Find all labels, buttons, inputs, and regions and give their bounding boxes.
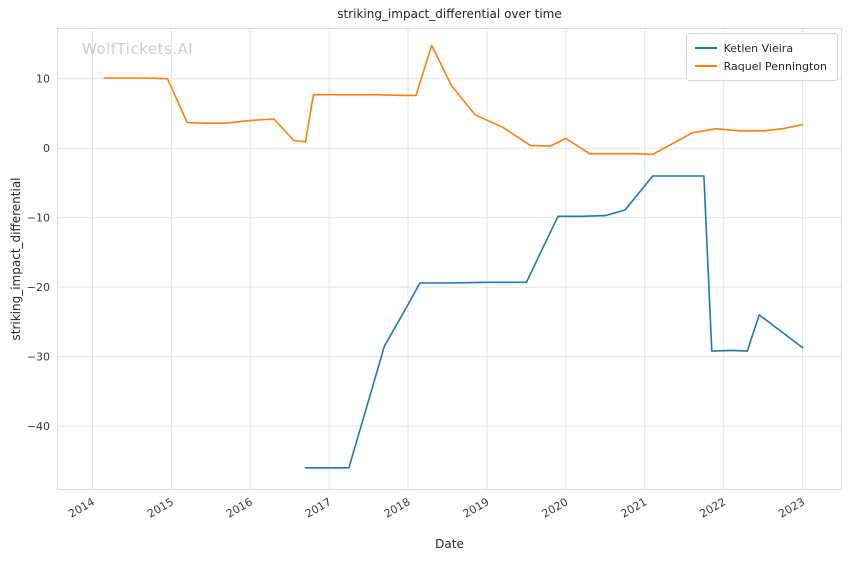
y-tick-label: 10: [36, 73, 50, 86]
legend-item: Ketlen Vieira: [694, 39, 827, 57]
x-tick-label: 2023: [776, 495, 807, 520]
legend-label: Ketlen Vieira: [723, 41, 794, 55]
legend-line-swatch: [694, 47, 717, 49]
x-tick-label: 2018: [382, 495, 413, 520]
y-tick-label: 0: [43, 142, 50, 155]
x-tick-label: 2017: [303, 495, 334, 520]
y-tick-label: −20: [27, 281, 50, 294]
series-line-ketlen-vieira: [304, 175, 804, 469]
x-tick-label: 2022: [697, 495, 728, 520]
y-tick-label: −40: [27, 420, 50, 433]
x-tick-label: 2021: [619, 495, 650, 520]
x-tick-label: 2016: [224, 495, 255, 520]
legend-item: Raquel Pennington: [694, 57, 827, 75]
legend-label: Raquel Pennington: [723, 59, 827, 73]
legend-line-swatch: [694, 65, 717, 67]
x-axis-label: Date: [435, 537, 464, 551]
x-tick-label: 2015: [145, 495, 176, 520]
x-tick-label: 2014: [66, 495, 97, 520]
y-tick-label: −30: [27, 351, 50, 364]
plot-border: [57, 28, 842, 490]
series-line-raquel-pennington: [103, 44, 804, 156]
x-tick-label: 2019: [461, 495, 492, 520]
legend: Ketlen Vieira Raquel Pennington: [685, 33, 838, 81]
y-tick-label: −10: [27, 212, 50, 225]
watermark: WolfTickets.AI: [82, 40, 194, 58]
x-tick-label: 2020: [540, 495, 571, 520]
chart-title: striking_impact_differential over time: [337, 7, 562, 21]
y-axis-label: striking_impact_differential: [9, 177, 23, 341]
